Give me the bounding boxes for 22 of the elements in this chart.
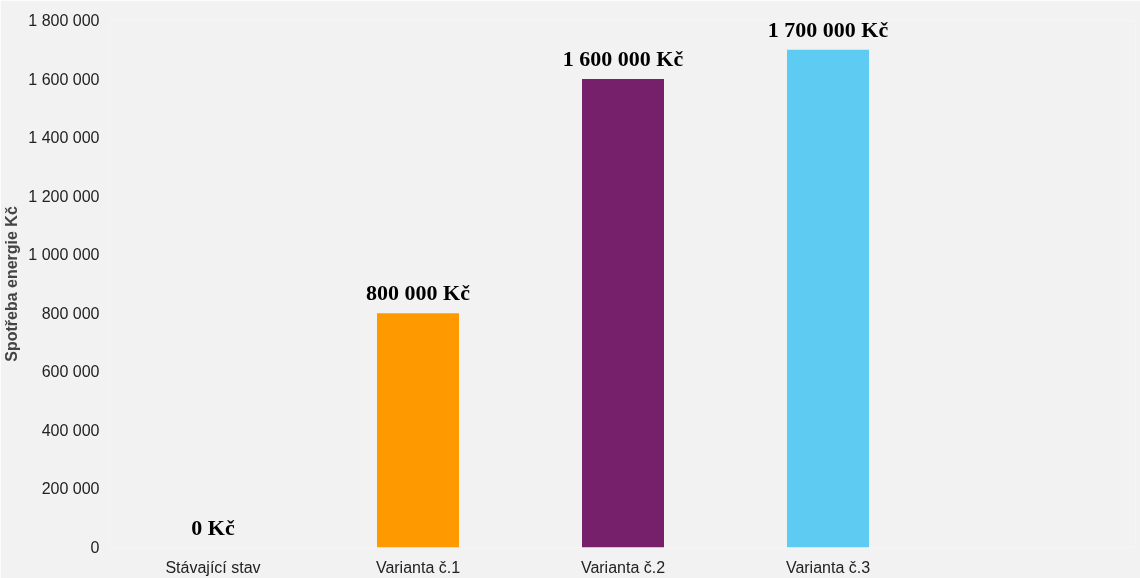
y-axis-title: Spotřeba energie Kč <box>3 206 21 362</box>
x-tick-label: Varianta č.3 <box>785 558 871 576</box>
y-tick-label: 600 000 <box>41 363 100 381</box>
y-tick-label: 400 000 <box>41 421 100 439</box>
x-tick-label: Varianta č.1 <box>375 558 461 576</box>
x-tick-label: Varianta č.2 <box>580 558 666 576</box>
data-label: 1 700 000 Kč <box>767 16 889 42</box>
y-tick-label: 1 400 000 <box>28 129 100 147</box>
data-label: 800 000 Kč <box>366 280 471 306</box>
y-tick-label: 1 000 000 <box>28 246 100 264</box>
x-tick-label: Stávající stav <box>165 558 261 576</box>
bar <box>787 49 869 548</box>
data-label: 0 Kč <box>191 514 235 540</box>
y-tick-label: 800 000 <box>41 304 100 322</box>
y-tick-label: 1 600 000 <box>28 70 100 88</box>
y-tick-label: 1 200 000 <box>28 187 100 205</box>
data-label: 1 600 000 Kč <box>562 46 684 72</box>
y-tick-label: 0 <box>90 539 100 556</box>
y-tick-label: 200 000 <box>41 480 100 498</box>
y-tick-label: 1 800 000 <box>28 12 100 29</box>
bar <box>377 313 459 548</box>
bar <box>582 79 664 548</box>
